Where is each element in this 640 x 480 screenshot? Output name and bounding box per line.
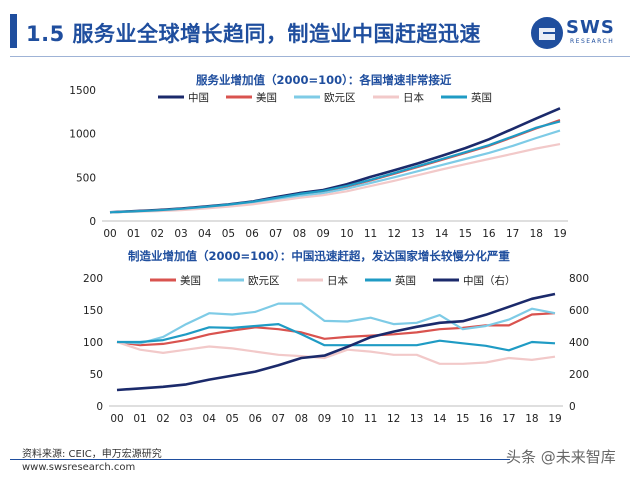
x-tick-label: 09 (316, 228, 329, 240)
y-tick-label: 1000 (69, 129, 96, 141)
series-line-日本 (116, 340, 556, 365)
legend-label: 中国 (188, 91, 209, 104)
x-tick-label: 06 (249, 413, 263, 425)
x-tick-label: 02 (156, 413, 169, 425)
series-line-中国（右） (116, 292, 556, 392)
y-tick-label: 0 (89, 216, 96, 228)
x-tick-label: 03 (174, 228, 187, 240)
series-line-中国 (109, 107, 561, 214)
manufacturing-chart: 00 01 02 03 04 05 06 07 08 09 10 11 12 13 14 15 16 17 18 19… (83, 273, 589, 425)
series-line-欧元区 (116, 302, 556, 345)
x-tick-label: 17 (506, 228, 519, 240)
page-title: 1.5 服务业全球增长趋同，制造业中国赶超迅速 (26, 22, 482, 46)
x-tick-label: 12 (388, 228, 401, 240)
legend-label: 美国 (256, 91, 277, 104)
x-tick-label: 16 (482, 228, 496, 240)
legend-label: 日本 (403, 91, 424, 104)
x-tick-label: 14 (433, 413, 447, 425)
x-tick-label: 05 (226, 413, 239, 425)
logo-text: SWS (566, 17, 615, 38)
x-tick-label: 17 (502, 413, 515, 425)
x-tick-label: 16 (479, 413, 493, 425)
legend-label: 中国（右） (463, 274, 516, 287)
x-tick-label: 11 (364, 228, 377, 240)
y-tick-label: 500 (76, 172, 96, 184)
watermark: 头条 @未来智库 (506, 448, 616, 466)
y2-tick-label: 400 (569, 337, 589, 349)
x-tick-label: 07 (269, 228, 282, 240)
x-tick-label: 04 (198, 228, 212, 240)
x-tick-label: 19 (548, 413, 561, 425)
x-tick-label: 08 (293, 228, 306, 240)
y-tick-label: 150 (83, 305, 103, 317)
legend-label: 美国 (180, 274, 201, 287)
sws-logo-mark (531, 17, 563, 49)
x-tick-label: 18 (525, 413, 538, 425)
x-tick-label: 00 (110, 413, 123, 425)
x-tick-label: 06 (245, 228, 259, 240)
series-line-美国 (116, 312, 556, 347)
title-divider (10, 56, 630, 57)
sws-logo: SWS RESEARCH (530, 16, 630, 50)
series-line-日本 (109, 143, 561, 214)
x-tick-label: 13 (410, 413, 423, 425)
chart1-title: 服务业增加值（2000=100）：各国增速非常接近 (196, 73, 452, 87)
y-tick-label: 0 (96, 401, 103, 413)
services-chart: 00 01 02 03 04 05 06 07 08 09 10 11 12 13 14 15 16 17 18 19… (69, 85, 568, 240)
title-accent-bar (10, 14, 17, 48)
title-bar: 1.5 服务业全球增长趋同，制造业中国赶超迅速 (0, 0, 640, 62)
legend-label: 英国 (471, 91, 492, 104)
x-tick-label: 14 (435, 228, 449, 240)
x-tick-label: 01 (133, 413, 146, 425)
x-tick-label: 15 (459, 228, 472, 240)
y2-tick-label: 200 (569, 369, 589, 381)
x-tick-label: 10 (340, 228, 353, 240)
x-tick-label: 15 (456, 413, 469, 425)
series-line-美国 (109, 119, 561, 214)
x-tick-label: 02 (151, 228, 164, 240)
x-tick-label: 03 (179, 413, 192, 425)
y2-tick-label: 800 (569, 273, 589, 285)
x-tick-label: 18 (530, 228, 543, 240)
footer-divider (10, 459, 510, 460)
x-tick-label: 01 (127, 228, 140, 240)
x-tick-label: 09 (318, 413, 331, 425)
x-tick-label: 08 (295, 413, 308, 425)
y-tick-label: 100 (83, 337, 103, 349)
x-tick-label: 05 (222, 228, 235, 240)
x-tick-label: 07 (272, 413, 285, 425)
series-line-英国 (117, 322, 556, 352)
legend-label: 英国 (395, 274, 416, 287)
x-tick-label: 04 (203, 413, 217, 425)
legend-label: 日本 (327, 274, 348, 287)
legend-label: 欧元区 (248, 275, 280, 287)
x-tick-label: 12 (387, 413, 400, 425)
y-tick-label: 200 (83, 273, 103, 285)
x-tick-label: 00 (103, 228, 116, 240)
legend-label: 欧元区 (324, 92, 356, 104)
logo-subtext: RESEARCH (570, 38, 615, 45)
y-tick-label: 1500 (69, 85, 96, 97)
y2-tick-label: 0 (569, 401, 576, 413)
x-tick-label: 13 (411, 228, 424, 240)
chart2-title: 制造业增加值（2000=100）：中国迅速赶超，发达国家增长较慢分化严重 (128, 249, 510, 263)
y-tick-label: 50 (90, 369, 103, 381)
y2-tick-label: 600 (569, 305, 589, 317)
x-tick-label: 19 (553, 228, 566, 240)
website-link[interactable]: www.swsresearch.com (22, 462, 136, 473)
series-line-英国 (109, 120, 561, 214)
source-note: 资料来源: CEIC，申万宏源研究 (22, 449, 162, 460)
x-tick-label: 11 (364, 413, 377, 425)
x-tick-label: 10 (341, 413, 354, 425)
